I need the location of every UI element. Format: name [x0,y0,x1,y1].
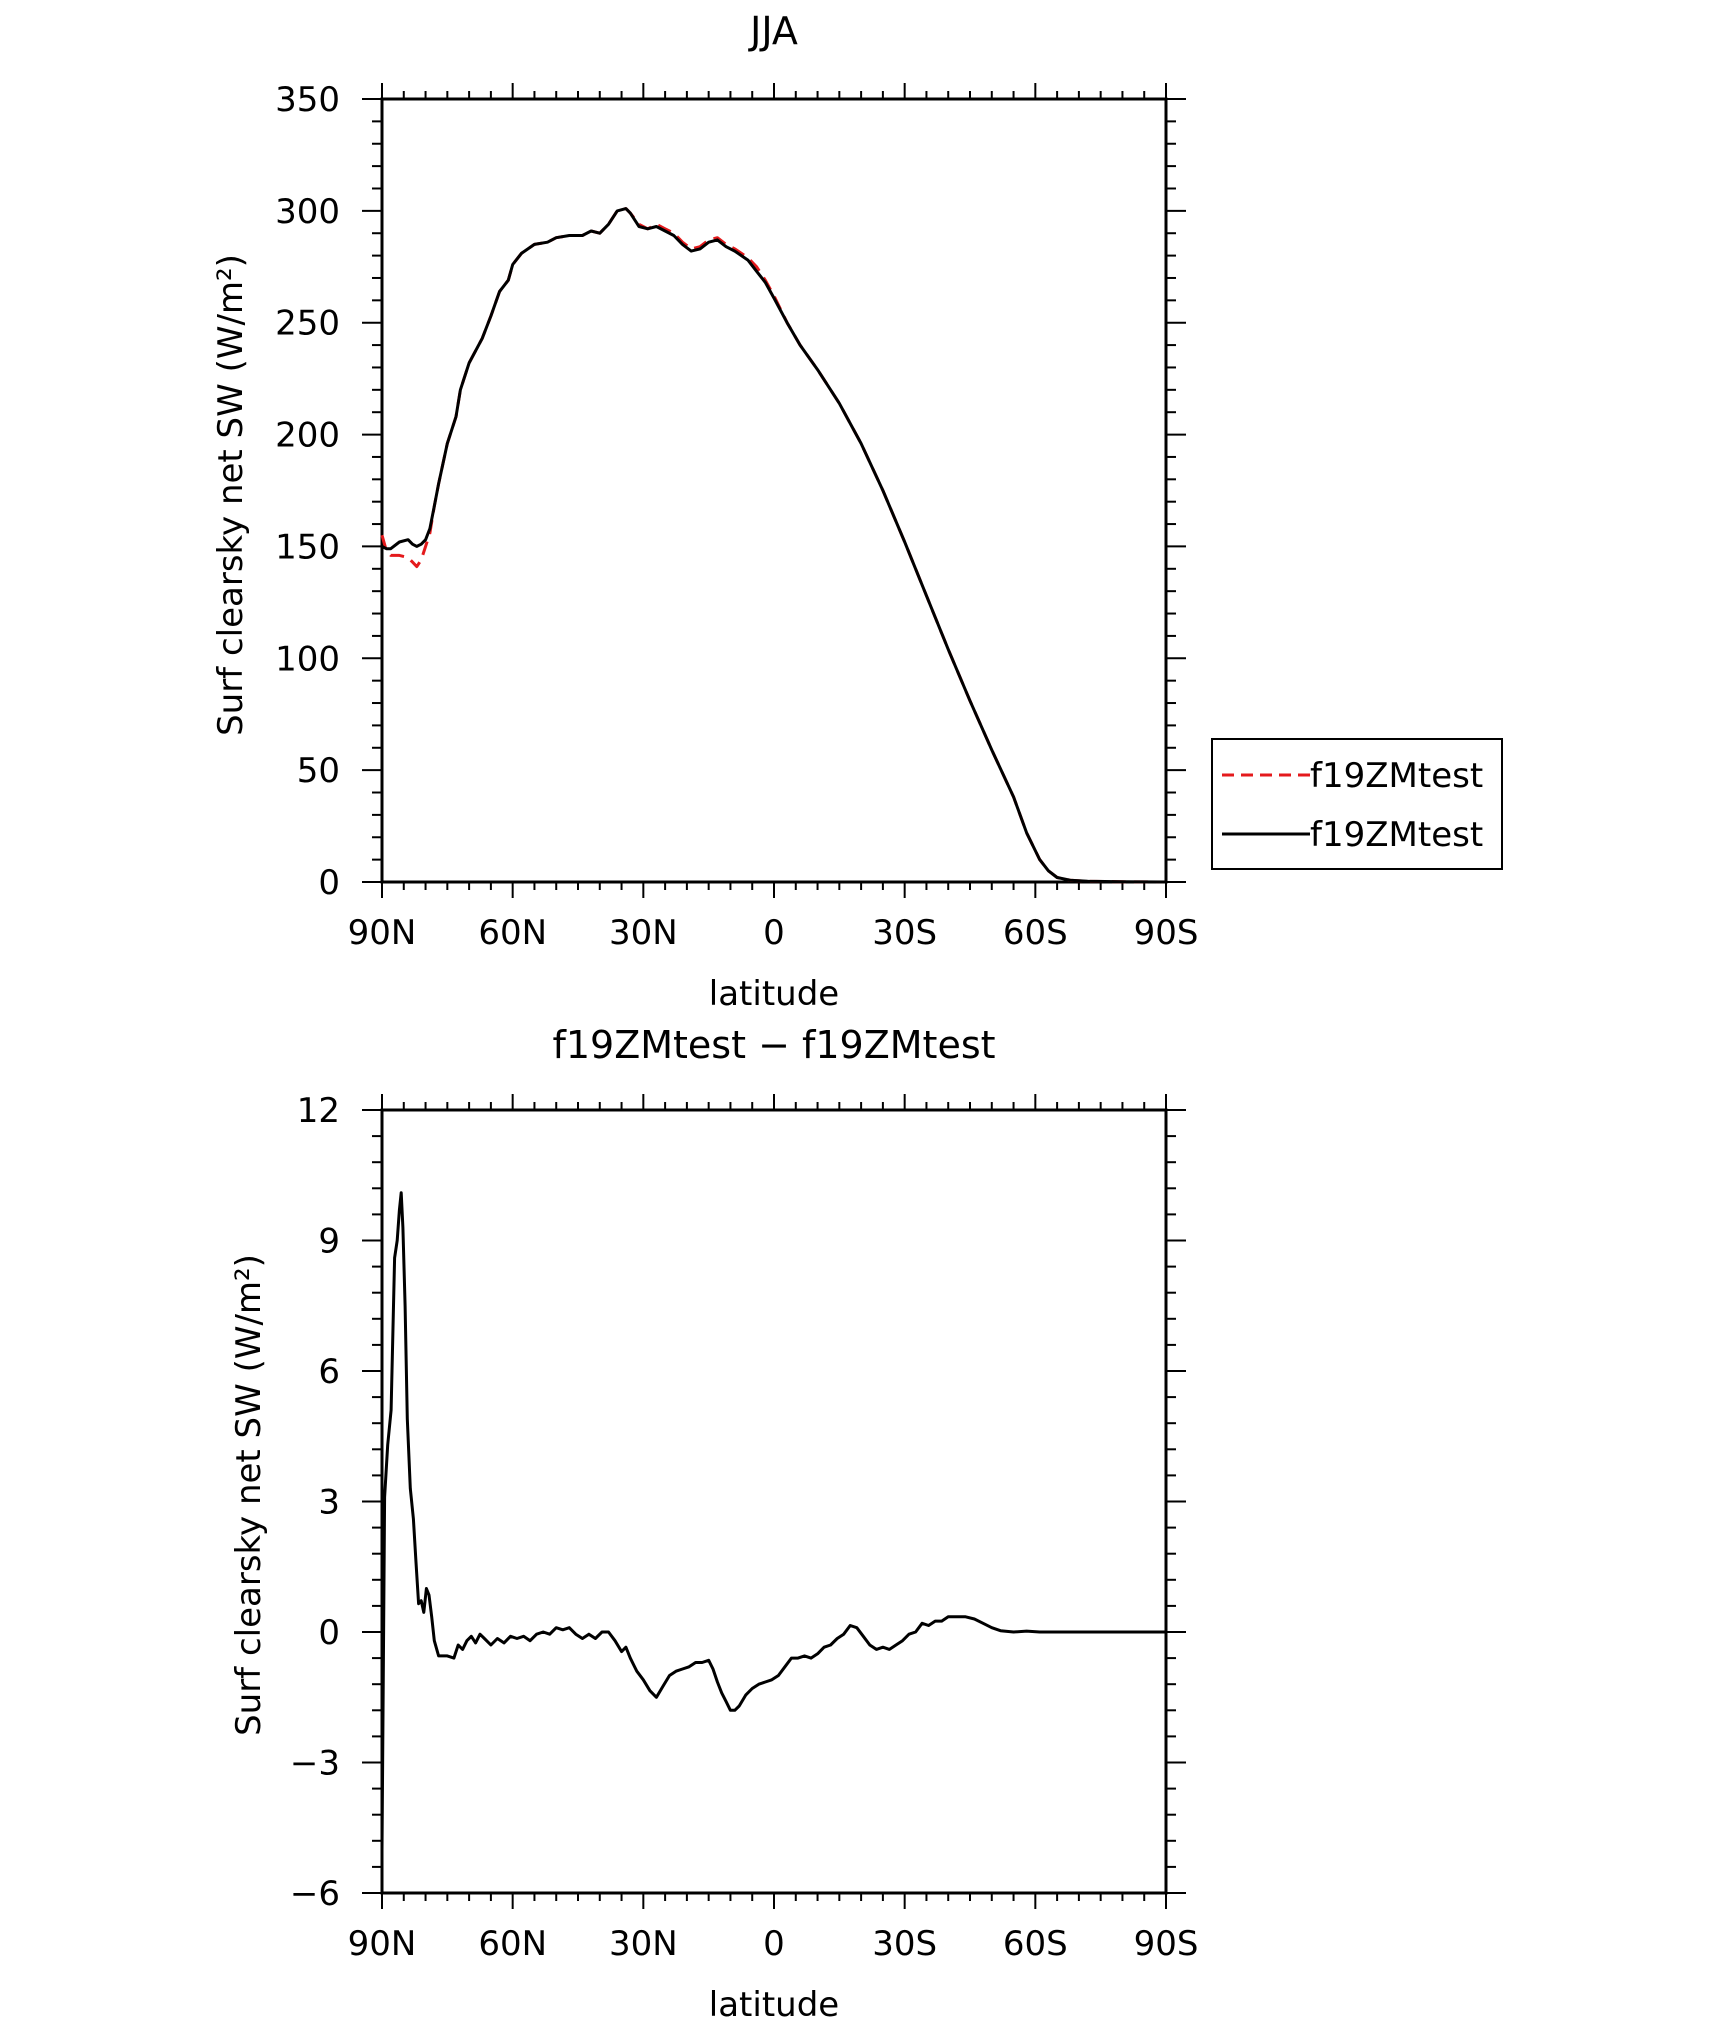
top-y-axis-label: Surf clearsky net SW (W/m²) [211,254,251,736]
top-x-tick-label: 90S [1134,913,1199,953]
legend-label-2: f19ZMtest [1310,815,1483,855]
bottom-x-tick-label: 60S [1003,1924,1068,1964]
bottom-x-tick-label: 30S [872,1924,937,1964]
top-y-tick-label: 350 [275,80,340,120]
top-chart-title: JJA [748,9,798,53]
legend-box [1211,738,1503,870]
bottom-y-tick-label: −3 [290,1744,340,1784]
bottom-chart-title: f19ZMtest − f19ZMtest [552,1023,995,1067]
top-x-tick-label: 30S [872,913,937,953]
top-y-tick-label: 150 [275,527,340,567]
legend-label-1: f19ZMtest [1310,756,1483,796]
top-plot-frame [380,97,1168,884]
bottom-y-tick-label: 6 [318,1352,340,1392]
top-x-tick-label: 90N [348,913,417,953]
top-y-tick-label: 300 [275,192,340,232]
bottom-x-axis-label: latitude [709,1985,839,2021]
bottom-x-tick-label: 30N [609,1924,678,1964]
top-y-tick-label: 200 [275,416,340,456]
top-y-tick-label: 250 [275,304,340,344]
top-x-axis-label: latitude [709,974,839,1014]
top-x-tick-label: 60S [1003,913,1068,953]
bottom-x-tick-label: 90S [1134,1924,1199,1964]
bottom-y-tick-label: 12 [297,1091,340,1131]
top-x-tick-label: 0 [763,913,785,953]
bottom-x-tick-label: 0 [763,1924,785,1964]
bottom-y-tick-label: 0 [318,1613,340,1653]
bottom-y-tick-label: −6 [290,1874,340,1914]
bottom-y-axis-label: Surf clearsky net SW (W/m²) [229,1254,269,1736]
top-x-tick-label: 60N [478,913,547,953]
top-series-line-2 [381,207,1167,884]
bottom-x-tick-label: 60N [478,1924,547,1964]
top-y-tick-label: 100 [275,639,340,679]
top-y-tick-label: 50 [297,751,340,791]
top-y-tick-label: 0 [318,863,340,903]
bottom-plot-frame [380,1108,1168,1895]
bottom-x-tick-label: 90N [348,1924,417,1964]
bottom-y-tick-label: 9 [318,1222,340,1262]
top-x-tick-label: 30N [609,913,678,953]
top-series-line-1 [380,207,1167,884]
bottom-y-tick-label: 3 [318,1483,340,1523]
legend: f19ZMtest f19ZMtest [1211,738,1503,870]
bottom-series-line-1 [380,1191,1166,1850]
